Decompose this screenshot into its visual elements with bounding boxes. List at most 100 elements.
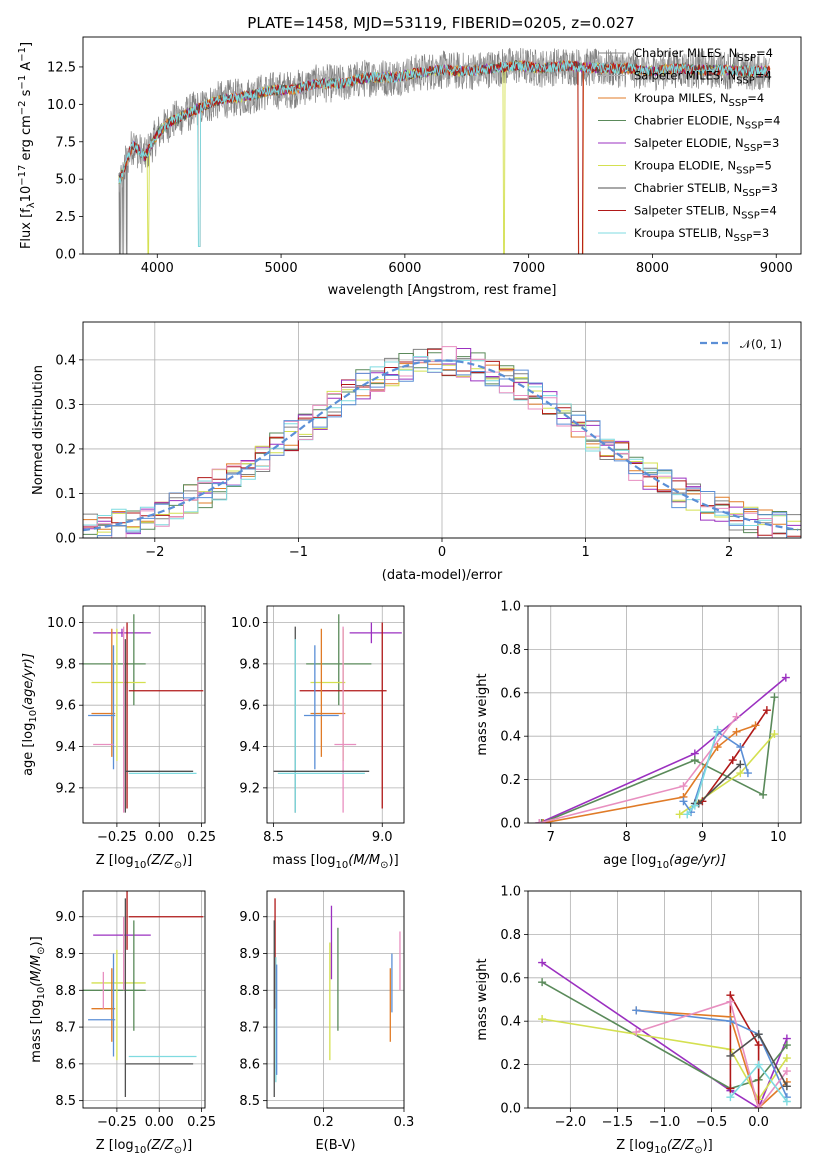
y-tick-label: 2.5 — [55, 210, 76, 225]
plus-marker — [782, 1054, 791, 1063]
plus-marker — [538, 1015, 547, 1024]
plus-marker — [770, 693, 779, 702]
axes-frame — [82, 321, 802, 539]
y-tick-label: 0.3 — [55, 398, 76, 413]
axes-frame — [82, 890, 206, 1109]
x-tick-label: −0.25 — [97, 1115, 137, 1130]
axes-frame — [266, 605, 405, 824]
y-tick-label: 0.2 — [500, 1058, 521, 1073]
y-tick-label: 9.6 — [55, 699, 76, 714]
y-tick-label: 0.2 — [500, 773, 521, 788]
spectrum-plot-area — [118, 47, 771, 254]
mass-vs-Z-plot-area — [83, 891, 204, 1097]
y-tick-label: 8.5 — [55, 1094, 76, 1109]
y-tick-label: 9.0 — [239, 910, 260, 925]
spectrum-series-line — [118, 60, 771, 182]
mass-weight-vs-age-xlabel: age [log10(age/yr)] — [603, 853, 726, 871]
x-tick-label: 8000 — [636, 261, 669, 276]
plus-marker — [537, 819, 546, 823]
mass-vs-EBV-axes: 0.2 0.3 8.5 8.6 8.7 8.8 8.9 9.0 — [239, 890, 415, 1130]
y-tick-label: 9.4 — [55, 740, 76, 755]
plus-marker — [770, 730, 779, 739]
y-tick-label: 0.6 — [500, 686, 521, 701]
plus-marker — [690, 756, 699, 765]
legend-entry: Kroupa MILES, NSSP=4 — [634, 91, 764, 109]
spectrum-axes: 4000 5000 6000 7000 8000 9000 0.0 2.5 5.0 7.5 10.0… — [47, 36, 802, 276]
plus-marker — [743, 769, 752, 778]
age-vs-Z-axes: −0.25 0.00 0.25 9.2 9.4 9.6 9.8 10.0 — [47, 605, 216, 845]
x-tick-label: 9000 — [760, 261, 793, 276]
plus-marker — [679, 782, 688, 791]
spectrum-series-line — [119, 60, 771, 254]
mass-vs-EBV-plot-area — [273, 898, 401, 1097]
y-tick-label: 0.0 — [500, 817, 521, 832]
x-tick-label: −2.0 — [555, 1115, 587, 1130]
age-vs-Z-xlabel: Z [log10(Z/Z⊙)] — [96, 853, 192, 871]
x-tick-label: −1 — [289, 545, 308, 560]
y-tick-label: 0.0 — [55, 248, 76, 263]
plus-marker — [751, 721, 760, 730]
spectrum-xlabel: wavelength [Angstrom, rest frame] — [328, 283, 557, 298]
normal-curve-line — [83, 359, 799, 532]
y-tick-label: 9.4 — [239, 740, 260, 755]
y-tick-label: 5.0 — [55, 173, 76, 188]
plus-marker — [732, 727, 741, 736]
y-tick-label: 8.9 — [239, 947, 260, 962]
y-tick-label: 0.0 — [55, 532, 76, 547]
spectrum-series-line — [118, 52, 771, 193]
residuals-axes: −2 −1 0 1 2 0.0 0.1 0.2 0.3 0.4 — [55, 321, 802, 560]
x-tick-label: 0.00 — [145, 1115, 174, 1130]
y-tick-label: 8.6 — [239, 1057, 260, 1072]
x-tick-label: 0.25 — [187, 830, 216, 845]
mass-weight-vs-age-axes: 7 8 9 10 0.0 0.2 0.4 0.6 0.8 1.0 — [500, 600, 802, 845]
plus-marker — [726, 1017, 735, 1026]
y-tick-label: 9.6 — [239, 699, 260, 714]
mass-weight-line — [636, 1009, 788, 1108]
legend-entry: Kroupa ELODIE, NSSP=5 — [634, 159, 772, 177]
plus-marker — [535, 819, 544, 823]
legend-entry: Salpeter ELODIE, NSSP=3 — [634, 136, 779, 154]
mass-weight-line — [636, 1009, 788, 1098]
plus-marker — [736, 760, 745, 769]
plus-marker — [782, 1067, 791, 1076]
axes-frame — [82, 605, 206, 824]
axes-frame — [82, 36, 802, 255]
y-tick-label: 0.2 — [55, 442, 76, 457]
y-tick-label: 9.2 — [55, 781, 76, 796]
legend-entry: Salpeter MILES, NSSP=4 — [634, 69, 772, 87]
x-tick-label: 0.00 — [145, 830, 174, 845]
y-tick-label: 8.7 — [55, 1021, 76, 1036]
x-tick-label: 2 — [725, 545, 733, 560]
legend-entry: Chabrier MILES, NSSP=4 — [634, 46, 773, 64]
spectrum-series-line — [118, 60, 770, 247]
spectrum-series-line — [118, 59, 771, 254]
age-vs-Z-plot-area — [83, 614, 204, 813]
y-tick-label: 0.4 — [500, 1015, 521, 1030]
plus-marker — [754, 1041, 763, 1050]
residuals-plot-area — [83, 346, 801, 538]
age-vs-mass-plot-area — [273, 614, 402, 813]
mass-vs-EBV-xlabel: E(B-V) — [315, 1138, 355, 1153]
x-tick-label: 0.3 — [394, 1115, 415, 1130]
age-vs-mass-axes: 8.5 9.0 9.2 9.4 9.6 9.8 10.0 — [231, 605, 405, 845]
plus-marker — [736, 743, 745, 752]
legend-entry: Salpeter STELIB, NSSP=4 — [634, 204, 777, 222]
plus-marker — [754, 1060, 763, 1069]
y-tick-label: 10.0 — [47, 616, 76, 631]
age-vs-mass-xlabel: mass [log10(M/M⊙)] — [272, 853, 398, 871]
y-tick-label: 0.8 — [500, 928, 521, 943]
mass-weight-vs-Z-ylabel: mass weight — [475, 958, 490, 1040]
plus-marker — [690, 801, 699, 810]
residuals-ylabel: Normed distribution — [31, 365, 46, 495]
plus-marker — [782, 1097, 791, 1106]
plus-marker — [713, 743, 722, 752]
x-tick-label: 4000 — [141, 261, 174, 276]
plus-marker — [679, 797, 688, 806]
y-tick-label: 8.7 — [239, 1021, 260, 1036]
plus-marker — [726, 1093, 735, 1102]
plus-marker — [726, 997, 735, 1006]
mass-vs-Z-axes: −0.25 0.00 0.25 8.5 8.6 8.7 8.8 8.9 9.0 — [55, 890, 216, 1130]
y-tick-label: 7.5 — [55, 135, 76, 150]
y-tick-label: 0.4 — [55, 353, 76, 368]
